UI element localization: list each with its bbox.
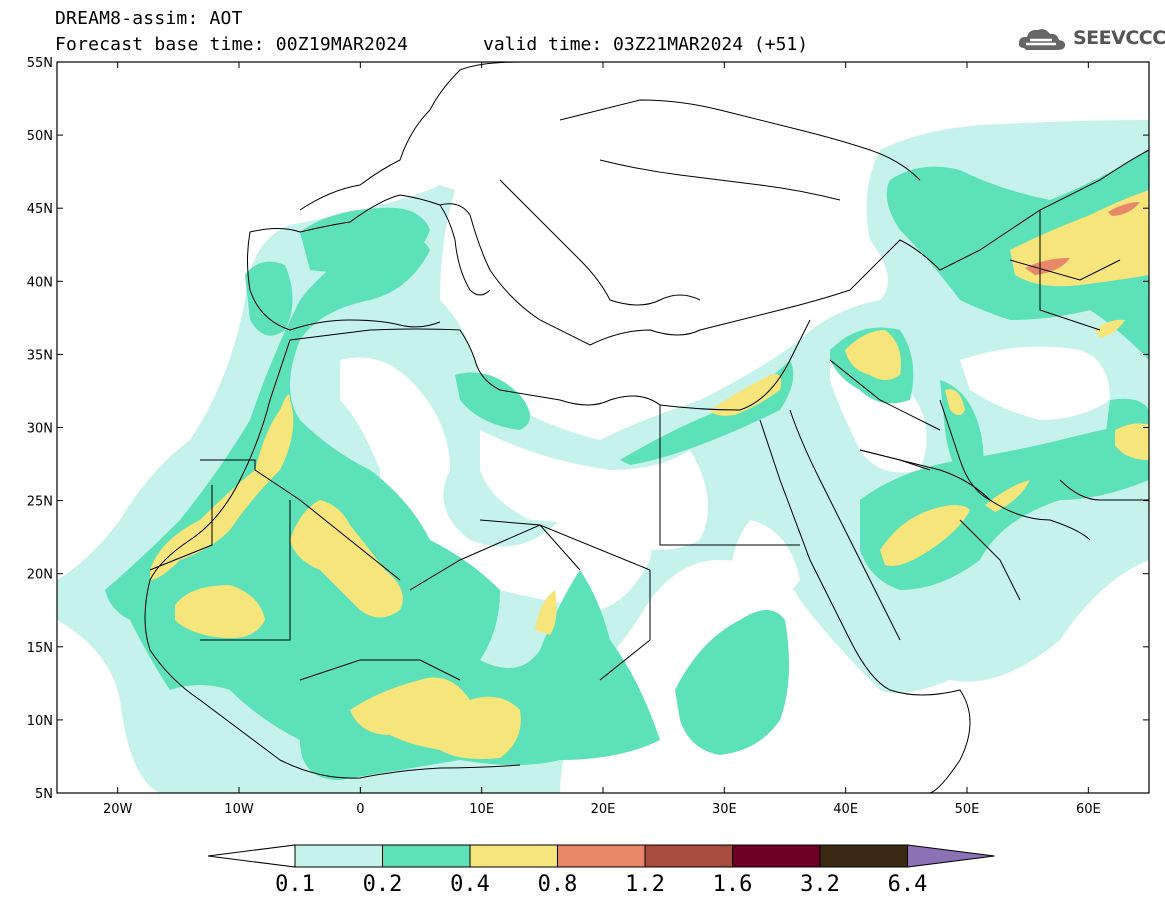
lat-tick-label: 35N bbox=[27, 348, 53, 363]
lat-tick-label: 5N bbox=[35, 787, 53, 802]
colorbar-high-arrow bbox=[907, 844, 995, 868]
colorbar: 0.1 0.2 0.4 0.8 1.2 1.6 3.2 6.4 bbox=[207, 844, 995, 897]
logo-text: SEEVCCC bbox=[1073, 27, 1165, 49]
lon-tick-label: 20W bbox=[103, 802, 133, 817]
aot-shading bbox=[57, 120, 1149, 793]
lon-tick-label: 0 bbox=[356, 802, 364, 817]
lat-tick-label: 55N bbox=[27, 56, 53, 71]
forecast-base-time: Forecast base time: 00Z19MAR2024 bbox=[55, 34, 409, 55]
lon-tick-label: 40E bbox=[833, 802, 858, 817]
colorbar-segment bbox=[382, 844, 471, 868]
lat-tick-label: 10N bbox=[27, 714, 53, 729]
lat-tick-label: 20N bbox=[27, 568, 53, 583]
map-title: DREAM8-assim: AOT bbox=[55, 8, 243, 29]
colorbar-label: 0.8 bbox=[538, 872, 578, 897]
lon-tick-label: 60E bbox=[1076, 802, 1101, 817]
colorbar-label: 1.6 bbox=[713, 872, 753, 897]
lon-tick-label: 20E bbox=[591, 802, 616, 817]
longitude-axis: 20W 10W 0 10E 20E 30E 40E 50E 60E bbox=[103, 62, 1101, 817]
colorbar-segment bbox=[557, 844, 646, 868]
lon-tick-label: 30E bbox=[712, 802, 737, 817]
lat-tick-label: 15N bbox=[27, 641, 53, 656]
lat-tick-label: 25N bbox=[27, 495, 53, 510]
colorbar-label: 0.1 bbox=[275, 872, 315, 897]
colorbar-low-arrow bbox=[207, 844, 296, 868]
colorbar-label: 6.4 bbox=[888, 872, 928, 897]
colorbar-segment bbox=[732, 844, 821, 868]
lon-tick-label: 10W bbox=[224, 802, 254, 817]
lon-tick-label: 50E bbox=[955, 802, 980, 817]
colorbar-label: 0.2 bbox=[363, 872, 403, 897]
colorbar-segment bbox=[469, 844, 558, 868]
colorbar-segment bbox=[644, 844, 733, 868]
colorbar-label: 0.4 bbox=[450, 872, 490, 897]
colorbar-label: 1.2 bbox=[625, 872, 665, 897]
cloud-icon bbox=[1018, 29, 1066, 50]
coastlines-borders bbox=[144, 62, 1149, 793]
lat-tick-label: 30N bbox=[27, 422, 53, 437]
colorbar-segment bbox=[294, 844, 383, 868]
colorbar-segment bbox=[819, 844, 908, 868]
lat-tick-label: 40N bbox=[27, 275, 53, 290]
lat-tick-label: 50N bbox=[27, 129, 53, 144]
valid-time: valid time: 03Z21MAR2024 (+51) bbox=[483, 34, 809, 55]
latitude-axis: 55N 50N 45N 40N 35N 30N 25N 20N 15N 10N 5N bbox=[27, 56, 1149, 802]
colorbar-label: 3.2 bbox=[800, 872, 840, 897]
aot-level-0.8 bbox=[1025, 202, 1140, 275]
lon-tick-label: 10E bbox=[469, 802, 494, 817]
lat-tick-label: 45N bbox=[27, 202, 53, 217]
